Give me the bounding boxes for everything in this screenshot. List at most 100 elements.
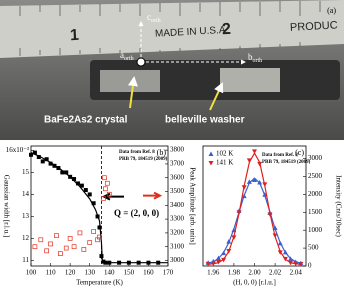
y-tick-label: 12 <box>22 234 30 242</box>
y-tick-label: 3600 <box>170 173 185 181</box>
point <box>104 180 110 186</box>
fit-line <box>207 177 302 264</box>
y-tick-label: 3500 <box>170 187 185 195</box>
point <box>81 247 87 252</box>
point <box>79 183 84 188</box>
washer-arrow <box>209 82 224 111</box>
x-axis-title: Temperature (K) <box>76 279 123 287</box>
point <box>38 237 44 243</box>
ruler-label: PRODUC <box>290 19 338 33</box>
fit-line <box>30 152 168 264</box>
x-axis-title: (H, 0, 0) [r.l.u.] <box>233 279 276 287</box>
axis-label: corth <box>147 12 161 24</box>
point <box>48 161 53 166</box>
point <box>83 188 88 193</box>
x-tick-label: 130 <box>84 269 95 277</box>
point <box>32 150 37 155</box>
axis-letter: a <box>120 50 124 60</box>
y-tick-label: 2500 <box>308 172 323 180</box>
y-tick-label: 2000 <box>308 190 323 198</box>
photo: (a) corth aorth borth BaFe2As2 crystal b… <box>0 0 344 140</box>
point <box>252 149 257 154</box>
legend-marker <box>208 151 214 156</box>
crystal-arrow <box>127 76 138 109</box>
y-tick-label: 3400 <box>170 201 185 209</box>
x-tick-label: 2.02 <box>269 269 282 277</box>
x-tick-label: 110 <box>45 269 56 277</box>
point <box>252 177 257 183</box>
x-tick-label: 100 <box>26 269 37 277</box>
axis-sub: orth <box>151 18 161 24</box>
point <box>101 196 106 201</box>
axis-label: borth <box>248 52 262 64</box>
point <box>48 241 53 247</box>
y-tick-label: 14 <box>22 190 30 198</box>
y-tick-label: 15 <box>22 168 30 176</box>
ruler-ticks <box>19 1 321 56</box>
x-tick-label: 2.04 <box>290 269 303 277</box>
point <box>64 170 69 175</box>
ruler <box>0 0 344 58</box>
y-axis-title: Gaussian width [r.l.u.] <box>2 175 10 237</box>
annotation: PRB 79, 184519 (2009) <box>262 160 311 165</box>
plots: 100 110 120 130 140 150 160 170 11 12 13 14 15 16x10⁻… <box>2 145 342 287</box>
x-tick-label: 120 <box>65 269 76 277</box>
axis-label: aorth <box>120 50 134 62</box>
point <box>103 186 108 192</box>
axis-sub: orth <box>253 58 263 64</box>
x-tick-label: 150 <box>124 269 135 277</box>
clamp <box>100 70 160 92</box>
y-tick-label: 3000 <box>170 256 185 264</box>
arrow <box>143 191 163 200</box>
y-tick-label: 13 <box>22 212 30 220</box>
point <box>32 244 38 250</box>
ruler-label: 2 <box>222 21 232 38</box>
point <box>91 229 96 234</box>
y-tick-label: 16x10⁻³ <box>6 146 29 154</box>
point <box>40 159 45 164</box>
y-tick-label: 3300 <box>170 215 185 223</box>
annotation: PRB 79, 184519 (2009) <box>119 157 168 162</box>
x-tick-label: 160 <box>143 269 154 277</box>
point <box>221 257 227 263</box>
legend-label: 102 K <box>216 150 233 158</box>
panel-label: (c) <box>295 148 304 157</box>
panel-label: (b) <box>157 148 167 157</box>
y-tick-label: 500 <box>308 244 319 252</box>
washer-block <box>220 68 280 92</box>
y-tick-label: 0 <box>308 262 312 270</box>
washer-label: belleville washer <box>165 115 245 126</box>
x-tick-label: 170 <box>163 269 174 277</box>
axis-letter: c <box>147 12 151 22</box>
x-tick-label: 2.00 <box>248 269 261 277</box>
point <box>60 170 65 175</box>
point <box>87 240 93 245</box>
point <box>44 157 49 162</box>
point <box>29 152 33 157</box>
point <box>63 245 69 251</box>
y-tick-label: 1000 <box>308 226 323 234</box>
crystal-label: BaFe2As2 crystal <box>44 115 128 126</box>
x-tick-label: 1.96 <box>207 269 220 277</box>
point <box>71 244 77 250</box>
point <box>106 191 112 197</box>
point <box>67 236 73 241</box>
panel-label: (a) <box>327 6 336 15</box>
point <box>75 181 80 186</box>
fit-line <box>208 151 301 265</box>
legend-label: 141 K <box>216 159 233 167</box>
point <box>72 177 77 182</box>
y-tick-label: 3200 <box>170 229 185 237</box>
point <box>58 251 63 256</box>
annotation: Data from Ref. 8 <box>119 150 155 155</box>
point <box>77 230 83 236</box>
point <box>97 234 102 240</box>
y-tick-label: 3100 <box>170 242 185 250</box>
point <box>99 254 104 259</box>
y-tick-label: 3800 <box>170 146 185 154</box>
point <box>102 175 107 181</box>
annotation: Q = (2, 0, 0) <box>114 208 159 218</box>
ruler-label: 1 <box>70 27 80 44</box>
y-tick-label: 11 <box>22 256 29 264</box>
